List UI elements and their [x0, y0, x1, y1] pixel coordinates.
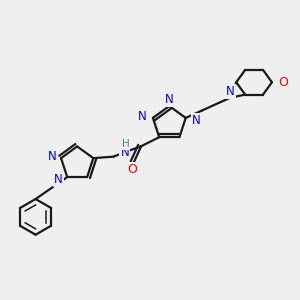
Text: N: N	[138, 110, 146, 123]
Text: N: N	[226, 85, 235, 98]
Text: N: N	[165, 93, 174, 106]
Text: N: N	[54, 173, 63, 186]
Text: N: N	[120, 146, 129, 159]
Text: H: H	[122, 139, 129, 149]
Text: O: O	[278, 76, 288, 89]
Text: N: N	[48, 151, 56, 164]
Text: O: O	[127, 163, 137, 176]
Text: N: N	[192, 114, 200, 127]
